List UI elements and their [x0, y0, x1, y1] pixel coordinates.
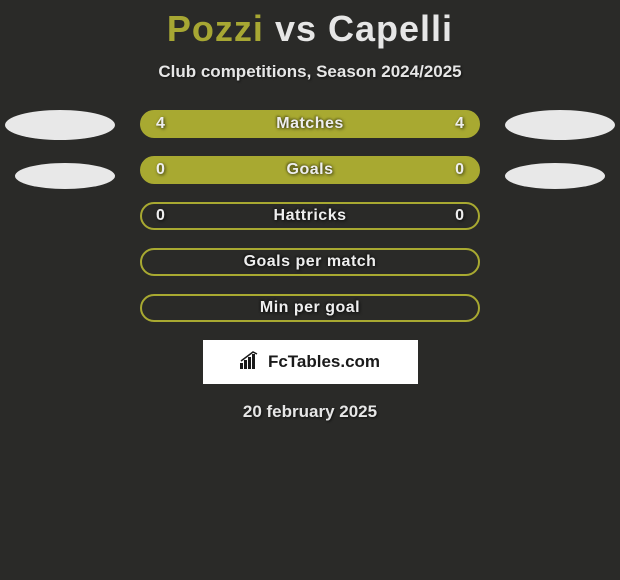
stat-left-value: 0: [156, 207, 165, 225]
stat-label: Matches: [276, 115, 344, 133]
player-right-photo-placeholder-1: [505, 110, 615, 140]
title-vs: vs: [275, 8, 317, 49]
stat-label: Min per goal: [260, 299, 360, 317]
stat-label: Goals: [287, 161, 334, 179]
stat-right-value: 4: [455, 115, 464, 133]
player-right-photo-placeholder-2: [505, 163, 605, 189]
brand-badge[interactable]: FcTables.com: [203, 340, 418, 384]
date-label: 20 february 2025: [0, 402, 620, 422]
subtitle: Club competitions, Season 2024/2025: [0, 62, 620, 82]
player-left-photo-placeholder-1: [5, 110, 115, 140]
stat-bar-min-per-goal: Min per goal: [140, 294, 480, 322]
stat-bar-goals: 0 Goals 0: [140, 156, 480, 184]
comparison-widget: Pozzi vs Capelli Club competitions, Seas…: [0, 0, 620, 422]
content-area: 4 Matches 4 0 Goals 0 0 Hattricks 0 Goal…: [0, 110, 620, 422]
stat-bar-matches: 4 Matches 4: [140, 110, 480, 138]
stat-left-value: 0: [156, 161, 165, 179]
stat-label: Hattricks: [274, 207, 347, 225]
player-right-name: Capelli: [328, 8, 453, 49]
page-title: Pozzi vs Capelli: [0, 8, 620, 50]
stat-right-value: 0: [455, 161, 464, 179]
stat-bar-hattricks: 0 Hattricks 0: [140, 202, 480, 230]
player-left-photo-placeholder-2: [15, 163, 115, 189]
brand-text: FcTables.com: [268, 352, 380, 372]
stat-bar-goals-per-match: Goals per match: [140, 248, 480, 276]
stat-right-value: 0: [455, 207, 464, 225]
stat-bars: 4 Matches 4 0 Goals 0 0 Hattricks 0 Goal…: [140, 110, 480, 322]
stat-left-value: 4: [156, 115, 165, 133]
brand-chart-icon: [240, 351, 262, 374]
stat-label: Goals per match: [244, 253, 377, 271]
player-left-name: Pozzi: [167, 8, 264, 49]
